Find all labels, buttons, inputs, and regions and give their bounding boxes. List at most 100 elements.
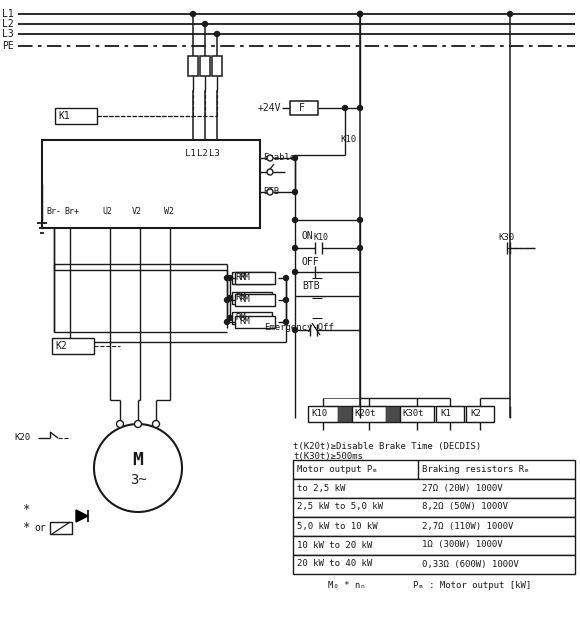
Bar	[188, 56, 198, 76]
Bar	[293, 517, 575, 536]
Text: M: M	[133, 451, 143, 469]
Text: or: or	[34, 523, 46, 533]
Circle shape	[94, 424, 182, 512]
Text: 10 kW to 20 kW: 10 kW to 20 kW	[297, 541, 372, 549]
Text: 0,33Ω (600W) 1000V: 0,33Ω (600W) 1000V	[422, 559, 519, 568]
Bar	[235, 316, 275, 328]
Text: W2: W2	[164, 207, 174, 217]
Bar	[200, 56, 210, 76]
Circle shape	[190, 11, 195, 16]
Bar	[52, 338, 94, 354]
Circle shape	[215, 32, 219, 37]
Text: 1Ω (300W) 1000V: 1Ω (300W) 1000V	[422, 541, 503, 549]
Circle shape	[227, 295, 233, 301]
Text: BTB: BTB	[263, 188, 279, 197]
Text: L1: L1	[2, 9, 14, 19]
Bar	[466, 406, 494, 422]
Text: *: *	[22, 522, 30, 534]
Text: 3~: 3~	[129, 473, 146, 487]
Text: RM: RM	[235, 314, 246, 323]
Bar	[55, 108, 97, 124]
Text: K10: K10	[314, 234, 329, 243]
Circle shape	[292, 190, 298, 195]
Text: Emergency-Off: Emergency-Off	[264, 323, 334, 333]
Text: +24V: +24V	[258, 103, 281, 113]
Text: L2: L2	[197, 149, 208, 159]
Circle shape	[202, 21, 208, 26]
Bar	[235, 272, 275, 284]
Circle shape	[227, 275, 233, 280]
Text: F: F	[299, 103, 305, 113]
Circle shape	[292, 328, 298, 333]
Bar	[400, 406, 434, 422]
Circle shape	[357, 11, 362, 16]
Text: L2: L2	[2, 19, 14, 29]
Circle shape	[135, 420, 142, 428]
Bar	[293, 460, 575, 479]
Circle shape	[117, 420, 124, 428]
Bar	[232, 272, 272, 284]
Circle shape	[284, 275, 288, 280]
Circle shape	[267, 189, 273, 195]
Circle shape	[267, 155, 273, 161]
Text: 5,0 kW to 10 kW: 5,0 kW to 10 kW	[297, 522, 378, 530]
Circle shape	[343, 105, 347, 110]
Text: RM: RM	[239, 273, 250, 282]
Text: Enable: Enable	[263, 154, 295, 163]
Text: L3: L3	[2, 29, 14, 39]
Bar	[293, 479, 575, 498]
Text: Motor output Pₘ: Motor output Pₘ	[297, 464, 378, 474]
Bar	[232, 292, 272, 304]
Text: 27Ω (20W) 1000V: 27Ω (20W) 1000V	[422, 483, 503, 493]
Bar	[42, 140, 260, 228]
Text: RM: RM	[235, 273, 246, 282]
Bar	[235, 294, 275, 306]
Circle shape	[292, 217, 298, 222]
Bar	[352, 406, 386, 422]
Text: t(K30t)≥500ms: t(K30t)≥500ms	[293, 452, 363, 461]
Bar	[293, 555, 575, 574]
Text: L3: L3	[209, 149, 220, 159]
Text: K20: K20	[14, 433, 30, 442]
Text: M₀ * nₙ: M₀ * nₙ	[328, 581, 365, 590]
Circle shape	[227, 316, 233, 321]
Text: K30t: K30t	[402, 410, 423, 418]
Circle shape	[357, 105, 362, 110]
Text: K1: K1	[440, 410, 451, 418]
Bar	[212, 56, 222, 76]
Text: 8,2Ω (50W) 1000V: 8,2Ω (50W) 1000V	[422, 503, 508, 512]
Text: ON: ON	[302, 231, 314, 241]
Circle shape	[292, 156, 298, 161]
Text: RM: RM	[235, 294, 246, 302]
Circle shape	[153, 420, 160, 428]
Text: OFF: OFF	[302, 257, 320, 267]
Text: Br+: Br+	[64, 207, 79, 217]
Text: K10: K10	[340, 135, 356, 144]
Bar	[338, 406, 352, 422]
Text: Braking resistors Rₘ: Braking resistors Rₘ	[422, 464, 530, 474]
Circle shape	[357, 11, 362, 16]
Text: 2,7Ω (110W) 1000V: 2,7Ω (110W) 1000V	[422, 522, 513, 530]
Bar	[232, 312, 272, 324]
Bar	[293, 536, 575, 555]
Bar	[308, 406, 338, 422]
Circle shape	[292, 270, 298, 275]
Text: K20t: K20t	[354, 410, 375, 418]
Text: K2: K2	[55, 341, 67, 351]
Text: PE: PE	[2, 41, 14, 51]
Circle shape	[267, 169, 273, 175]
Circle shape	[284, 319, 288, 324]
Circle shape	[292, 246, 298, 251]
Text: U2: U2	[102, 207, 112, 217]
Text: K30: K30	[498, 234, 514, 243]
Text: K1: K1	[58, 111, 70, 121]
Text: RM: RM	[239, 295, 250, 304]
Text: Br-: Br-	[46, 207, 61, 217]
Text: V2: V2	[132, 207, 142, 217]
Bar	[293, 498, 575, 517]
Text: to 2,5 kW: to 2,5 kW	[297, 483, 345, 493]
Text: t(K20t)≥Disable Brake Time (DECDIS): t(K20t)≥Disable Brake Time (DECDIS)	[293, 442, 481, 450]
Text: Pₘ : Motor output [kW]: Pₘ : Motor output [kW]	[413, 581, 531, 590]
Bar	[50, 522, 72, 534]
Circle shape	[284, 297, 288, 302]
